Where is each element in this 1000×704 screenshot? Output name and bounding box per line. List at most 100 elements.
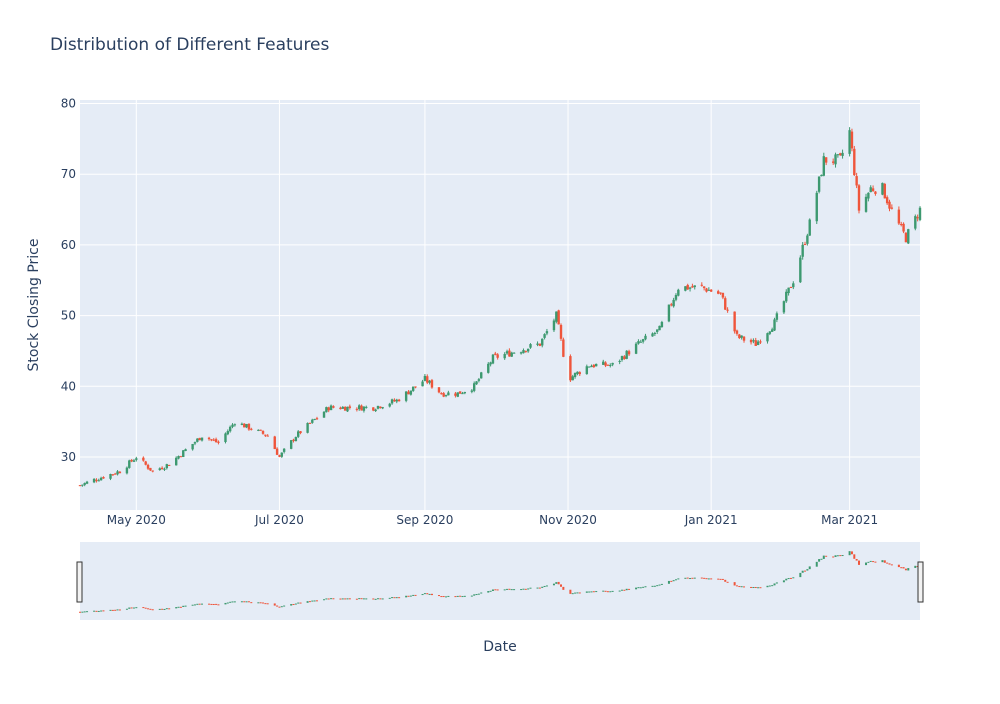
candle-body [196, 438, 199, 442]
candle-body [480, 372, 483, 379]
candle-body [315, 418, 319, 420]
candle-body [686, 284, 689, 290]
slider-candle [247, 601, 250, 603]
slider-candle [470, 595, 473, 597]
slider-candle [477, 593, 480, 595]
slider-candle [691, 577, 694, 579]
slider-candle [759, 587, 762, 589]
slider-candle [804, 570, 807, 572]
candle-body [113, 473, 117, 475]
candle-body [343, 406, 347, 411]
candle-body [217, 441, 220, 443]
slider-candle [79, 611, 81, 613]
candle-body [78, 485, 82, 487]
candle-body [742, 336, 746, 341]
candle-body [702, 286, 706, 289]
candle-body [214, 439, 218, 443]
candle-body [325, 407, 328, 413]
slider-candle [825, 555, 828, 557]
candle-body [381, 407, 384, 409]
slider-candle [724, 579, 727, 582]
y-tick-label: 40 [61, 379, 76, 393]
candle-body [341, 406, 344, 409]
slider-candle [545, 585, 548, 587]
candle-body [585, 366, 589, 375]
candle-body [571, 376, 574, 381]
candle-body [752, 340, 755, 342]
candle-body [867, 192, 870, 199]
slider-candle [660, 583, 663, 585]
candle-body [900, 224, 903, 226]
slider-candle [822, 555, 825, 559]
slider-candle [914, 565, 917, 568]
candle-body [395, 399, 398, 402]
range-slider-left-handle[interactable] [76, 561, 83, 603]
slider-candle [102, 610, 105, 612]
slider-candle [313, 600, 316, 602]
slider-candle [754, 587, 757, 589]
candle-body [656, 329, 659, 332]
slider-candle [771, 585, 774, 587]
slider-candle [606, 591, 609, 593]
candle-body [282, 448, 286, 452]
candle-body [637, 341, 640, 344]
slider-candle [161, 608, 164, 610]
candle-body [456, 392, 459, 397]
slider-candle [836, 555, 839, 557]
slider-candle [522, 588, 525, 590]
candle-body [885, 197, 889, 204]
candle-body [487, 363, 490, 373]
slider-candle [674, 579, 677, 581]
slider-candle [869, 560, 872, 562]
range-slider[interactable] [80, 542, 920, 620]
candle-body [756, 341, 760, 345]
slider-candle [611, 590, 614, 592]
slider-candle [510, 589, 513, 591]
candle-body [292, 439, 295, 441]
slider-candle [506, 588, 509, 590]
slider-candle [653, 585, 656, 587]
x-tick-label: Sep 2020 [396, 513, 453, 527]
candle-body [505, 351, 509, 354]
slider-candle [773, 583, 776, 586]
candle-body [475, 381, 478, 385]
slider-candle [872, 561, 875, 563]
candle-body [163, 468, 166, 470]
candle-body [672, 299, 675, 307]
candle-body [362, 406, 366, 411]
candle-body [559, 324, 563, 339]
slider-candle [705, 578, 708, 580]
slider-candle [463, 595, 466, 597]
slider-candle [292, 604, 295, 606]
x-tick-label: Nov 2020 [539, 513, 597, 527]
slider-candle [100, 610, 103, 612]
x-tick-label: Jan 2021 [684, 513, 738, 527]
candle-body [228, 426, 232, 432]
slider-candle [782, 580, 785, 583]
slider-candle [116, 609, 119, 611]
candle-body [834, 154, 837, 165]
candle-body [461, 393, 464, 395]
slider-candle [175, 607, 178, 609]
slider-candle [703, 577, 706, 579]
slider-candle [555, 582, 558, 584]
slider-candle [461, 596, 464, 598]
slider-candle [454, 596, 457, 598]
candle-body [841, 152, 844, 156]
candle-body [787, 287, 790, 294]
slider-candle [557, 581, 560, 585]
slider-candle [151, 609, 154, 611]
candle-body [801, 244, 804, 257]
candle-body [578, 372, 581, 375]
slider-candle [719, 578, 722, 580]
slider-candle [376, 598, 379, 600]
candle-body [374, 409, 377, 412]
slider-candle [569, 589, 572, 594]
slider-candle [618, 590, 621, 592]
range-slider-right-handle[interactable] [917, 561, 924, 603]
candle-body [691, 286, 694, 288]
candle-body [606, 364, 610, 366]
range-slider-preview [79, 551, 921, 613]
candle-body [853, 148, 856, 176]
slider-candle [327, 598, 330, 600]
